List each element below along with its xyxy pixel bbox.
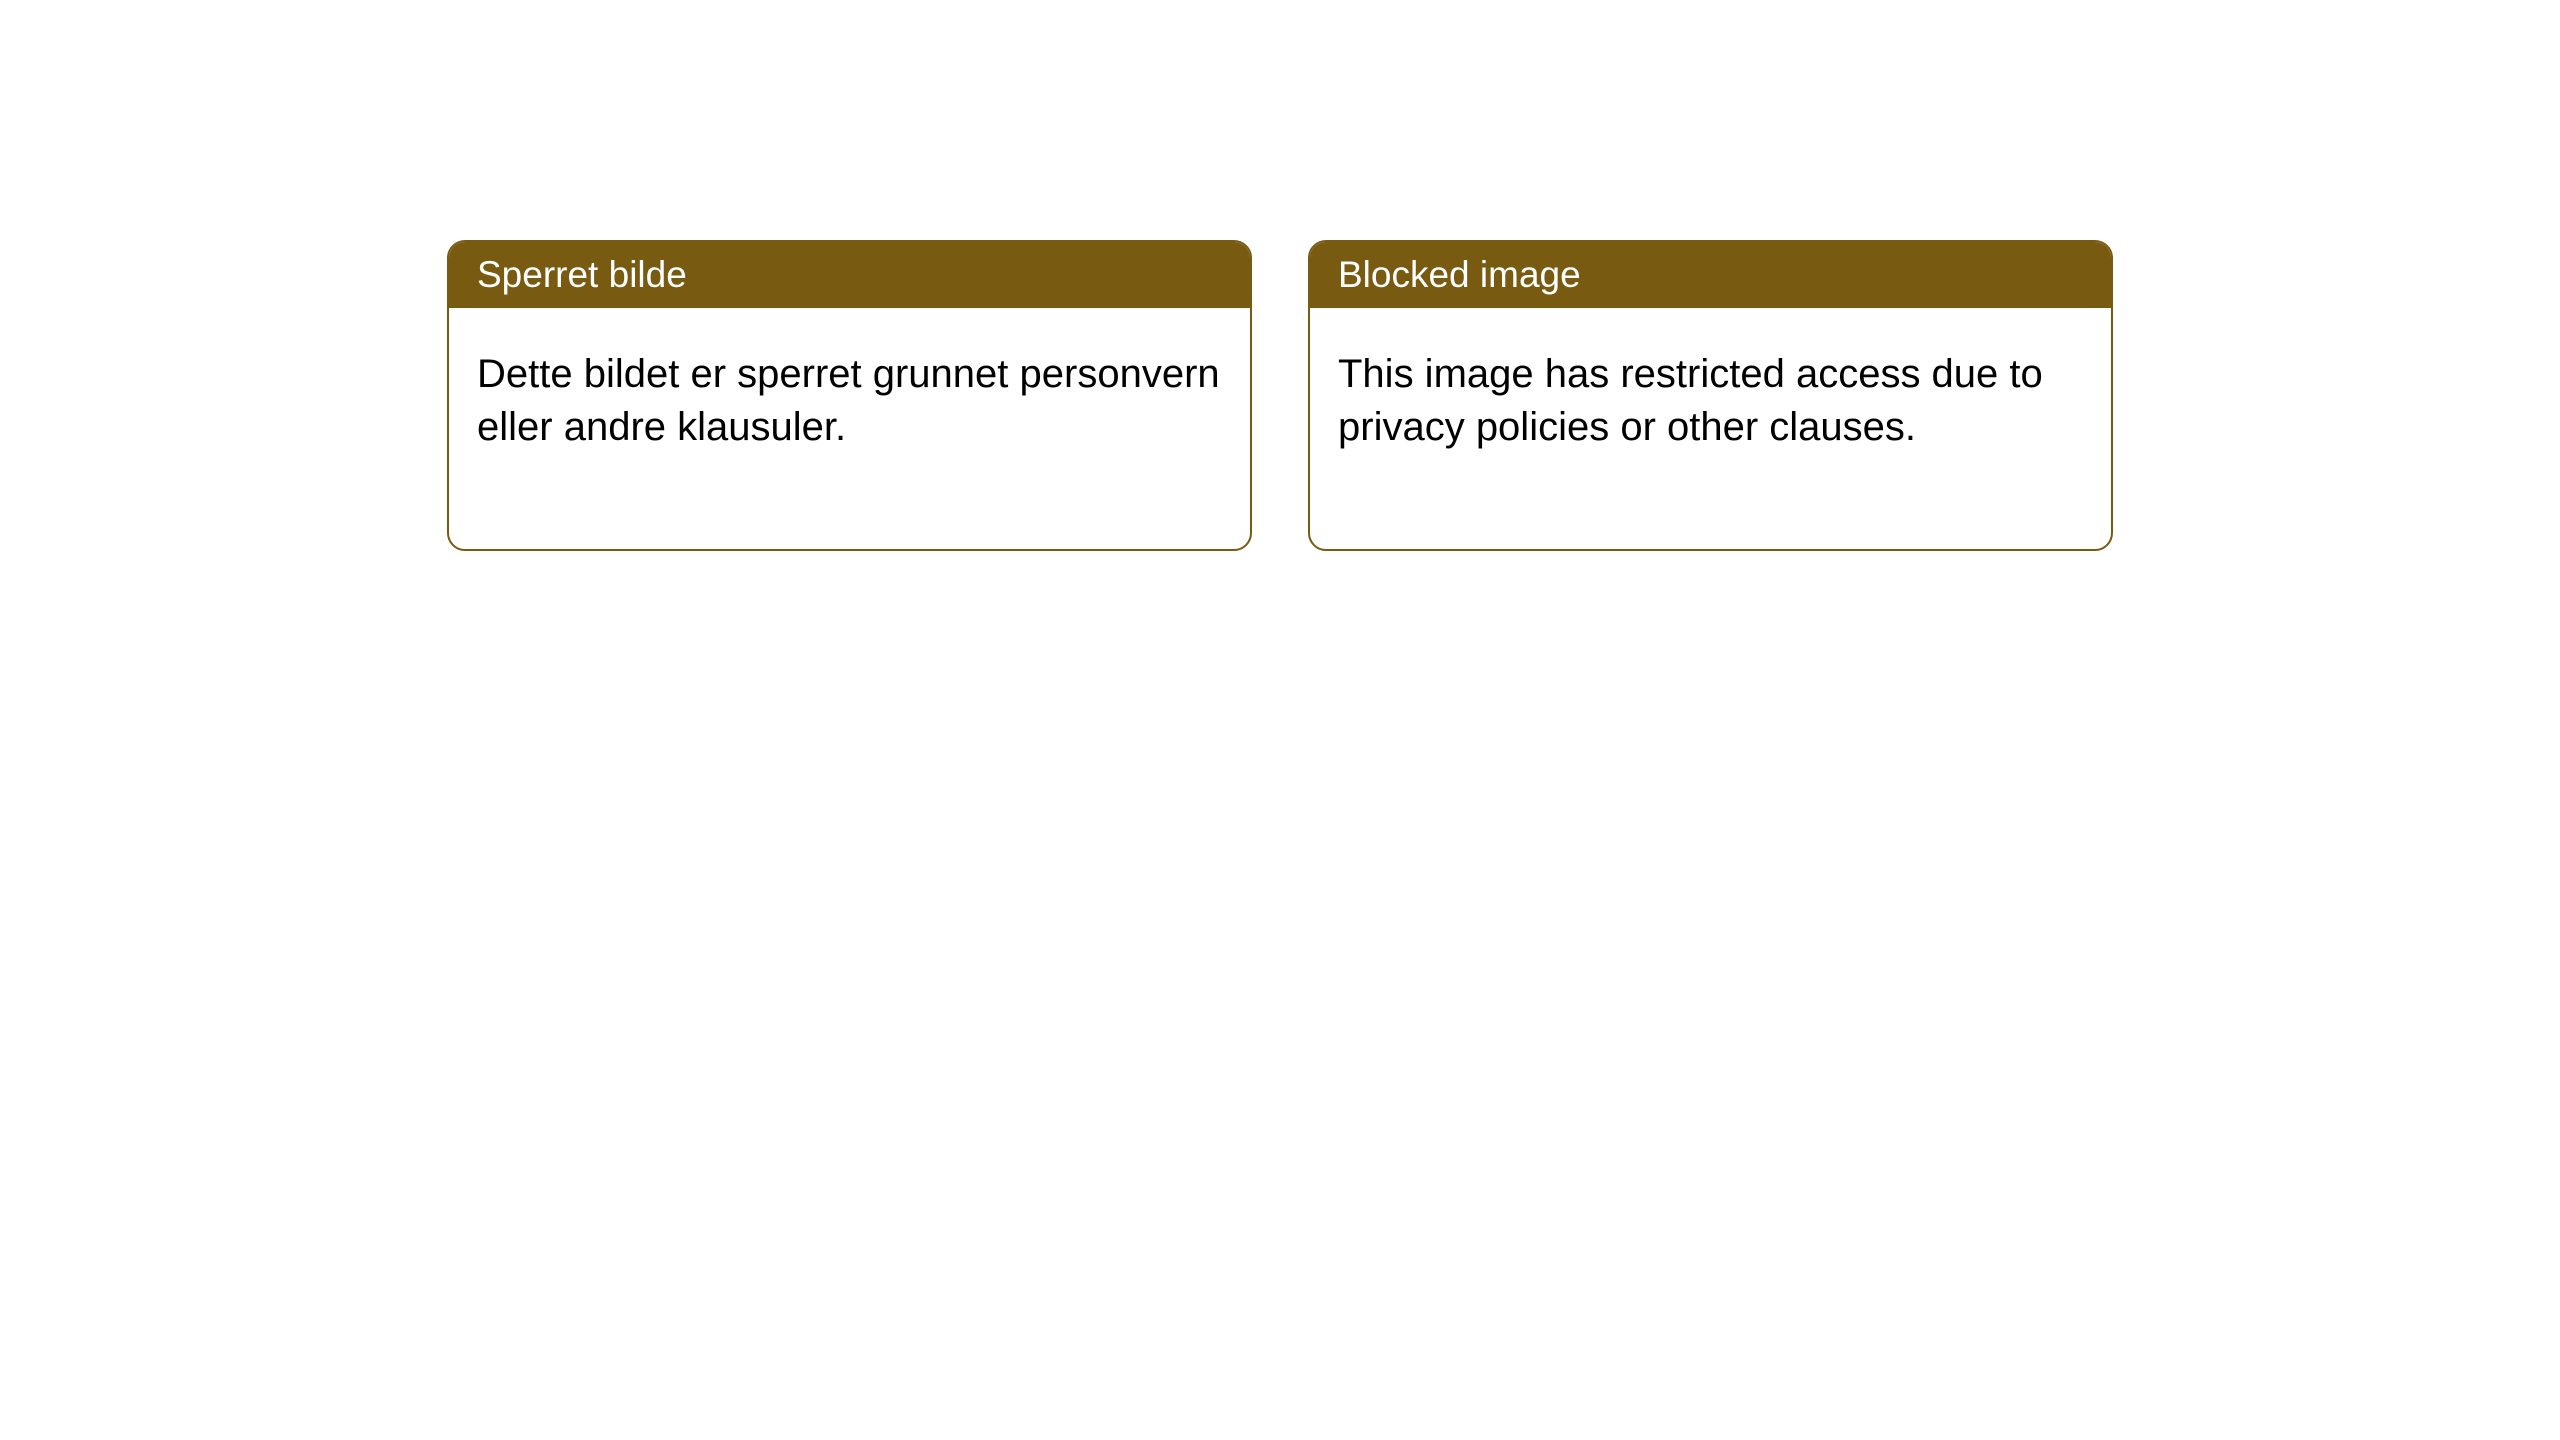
notice-card-norwegian-body: Dette bildet er sperret grunnet personve… (449, 308, 1250, 549)
notice-card-english-body: This image has restricted access due to … (1310, 308, 2111, 549)
notice-card-norwegian: Sperret bilde Dette bildet er sperret gr… (447, 240, 1252, 551)
notice-card-english-title: Blocked image (1310, 242, 2111, 308)
notice-card-norwegian-title: Sperret bilde (449, 242, 1250, 308)
notice-cards-container: Sperret bilde Dette bildet er sperret gr… (447, 240, 2113, 551)
notice-card-english: Blocked image This image has restricted … (1308, 240, 2113, 551)
